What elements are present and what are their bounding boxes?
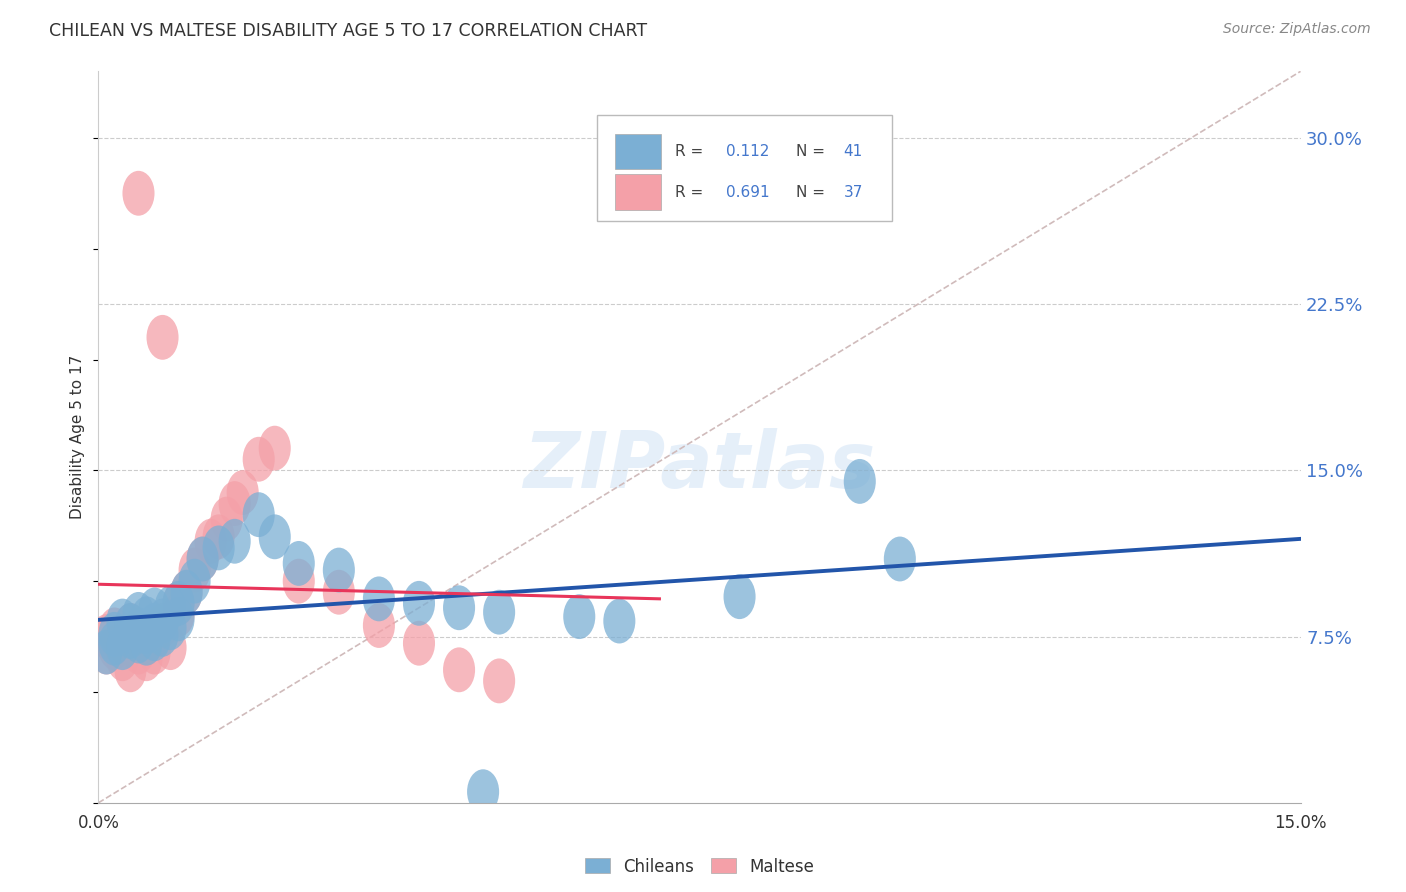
Ellipse shape: [219, 519, 250, 564]
Ellipse shape: [170, 570, 202, 615]
Ellipse shape: [114, 603, 146, 648]
Ellipse shape: [163, 597, 194, 641]
Text: CHILEAN VS MALTESE DISABILITY AGE 5 TO 17 CORRELATION CHART: CHILEAN VS MALTESE DISABILITY AGE 5 TO 1…: [49, 22, 647, 40]
Text: Source: ZipAtlas.com: Source: ZipAtlas.com: [1223, 22, 1371, 37]
Bar: [616, 135, 661, 169]
Ellipse shape: [98, 607, 131, 652]
Ellipse shape: [131, 621, 163, 665]
Ellipse shape: [107, 618, 139, 664]
Ellipse shape: [163, 592, 194, 637]
Y-axis label: Disability Age 5 to 17: Disability Age 5 to 17: [70, 355, 86, 519]
Ellipse shape: [202, 515, 235, 559]
Ellipse shape: [404, 581, 434, 626]
Ellipse shape: [146, 315, 179, 359]
Ellipse shape: [122, 614, 155, 659]
Text: R =: R =: [675, 185, 709, 200]
Ellipse shape: [122, 607, 155, 652]
Ellipse shape: [163, 581, 194, 626]
Ellipse shape: [146, 612, 179, 657]
Ellipse shape: [139, 614, 170, 659]
Ellipse shape: [122, 592, 155, 637]
Ellipse shape: [114, 648, 146, 692]
Ellipse shape: [219, 481, 250, 526]
Ellipse shape: [98, 621, 131, 665]
Ellipse shape: [90, 614, 122, 659]
Ellipse shape: [90, 630, 122, 674]
Text: N =: N =: [796, 145, 830, 160]
Legend: Chileans, Maltese: Chileans, Maltese: [578, 851, 821, 882]
Ellipse shape: [243, 437, 274, 482]
Ellipse shape: [179, 558, 211, 604]
Ellipse shape: [163, 581, 194, 626]
Ellipse shape: [131, 597, 163, 641]
Ellipse shape: [107, 636, 139, 681]
Ellipse shape: [90, 630, 122, 674]
Ellipse shape: [139, 616, 170, 661]
Ellipse shape: [122, 618, 155, 664]
Ellipse shape: [146, 599, 179, 643]
Ellipse shape: [226, 470, 259, 515]
Ellipse shape: [243, 492, 274, 537]
Ellipse shape: [155, 606, 187, 650]
Ellipse shape: [155, 625, 187, 670]
Text: 41: 41: [844, 145, 863, 160]
Ellipse shape: [139, 630, 170, 674]
Ellipse shape: [122, 171, 155, 216]
FancyBboxPatch shape: [598, 115, 891, 221]
Ellipse shape: [211, 497, 243, 541]
Ellipse shape: [107, 599, 139, 643]
Ellipse shape: [283, 558, 315, 604]
Ellipse shape: [323, 548, 354, 592]
Bar: [616, 175, 661, 210]
Ellipse shape: [202, 525, 235, 570]
Ellipse shape: [98, 625, 131, 670]
Ellipse shape: [724, 574, 755, 619]
Ellipse shape: [484, 590, 515, 634]
Ellipse shape: [194, 519, 226, 564]
Ellipse shape: [259, 425, 291, 471]
Ellipse shape: [363, 603, 395, 648]
Ellipse shape: [139, 588, 170, 632]
Ellipse shape: [114, 603, 146, 648]
Ellipse shape: [404, 621, 434, 665]
Ellipse shape: [114, 614, 146, 659]
Ellipse shape: [131, 621, 163, 665]
Ellipse shape: [484, 658, 515, 703]
Ellipse shape: [146, 603, 179, 648]
Ellipse shape: [131, 636, 163, 681]
Ellipse shape: [443, 585, 475, 630]
Text: ZIPatlas: ZIPatlas: [523, 428, 876, 504]
Ellipse shape: [603, 599, 636, 643]
Ellipse shape: [259, 515, 291, 559]
Ellipse shape: [443, 648, 475, 692]
Ellipse shape: [844, 459, 876, 504]
Ellipse shape: [139, 603, 170, 648]
Text: N =: N =: [796, 185, 830, 200]
Text: 37: 37: [844, 185, 863, 200]
Ellipse shape: [363, 576, 395, 622]
Ellipse shape: [179, 548, 211, 592]
Ellipse shape: [283, 541, 315, 586]
Ellipse shape: [131, 610, 163, 655]
Ellipse shape: [122, 630, 155, 674]
Ellipse shape: [98, 612, 131, 657]
Ellipse shape: [884, 537, 915, 582]
Ellipse shape: [170, 570, 202, 615]
Ellipse shape: [467, 769, 499, 814]
Ellipse shape: [323, 570, 354, 615]
Ellipse shape: [155, 585, 187, 630]
Ellipse shape: [564, 594, 595, 639]
Ellipse shape: [114, 621, 146, 665]
Text: R =: R =: [675, 145, 709, 160]
Ellipse shape: [187, 537, 219, 582]
Text: 0.112: 0.112: [725, 145, 769, 160]
Ellipse shape: [107, 625, 139, 670]
Text: 0.691: 0.691: [725, 185, 769, 200]
Ellipse shape: [187, 537, 219, 582]
